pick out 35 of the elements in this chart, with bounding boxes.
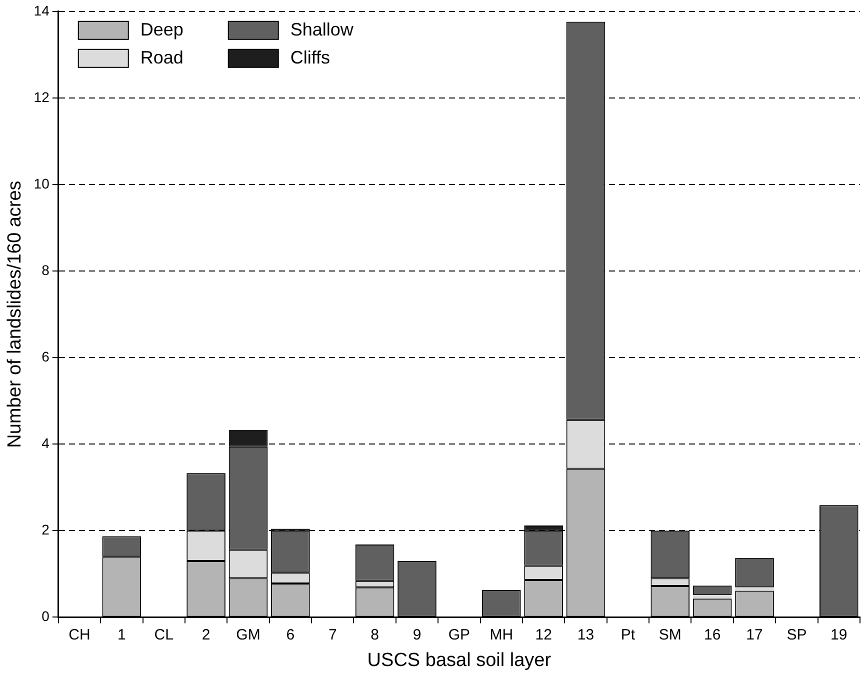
x-tick-label: 7 (328, 626, 337, 644)
x-tick-label: SM (658, 626, 682, 644)
y-axis-title: Number of landslides/160 acres (4, 180, 26, 448)
x-tick-label: 1 (117, 626, 126, 644)
x-tick-label: MH (490, 626, 514, 644)
x-tick-label: CL (154, 626, 174, 644)
legend-label: Shallow (290, 19, 354, 40)
y-tick-label: 6 (42, 348, 50, 364)
y-tick-label: 8 (42, 262, 50, 278)
y-tick-label: 4 (42, 434, 50, 451)
x-tick-label: 8 (370, 626, 379, 644)
x-tick-label: GP (448, 626, 470, 644)
x-tick-label: 13 (577, 626, 594, 644)
x-tick-label: SP (786, 626, 807, 644)
legend-label: Deep (140, 19, 184, 40)
x-tick-label: 16 (704, 626, 721, 644)
y-tick-label: 2 (42, 522, 50, 538)
x-tick-label: Pt (620, 626, 636, 644)
x-tick-label: 2 (202, 626, 210, 644)
x-tick-label: 9 (412, 626, 422, 644)
x-axis-title: USCS basal soil layer (367, 650, 552, 671)
y-tick-label: 10 (34, 175, 50, 192)
legend-label: Road (140, 47, 184, 68)
x-tick-label: 19 (830, 626, 848, 644)
y-tick-label: 12 (34, 88, 50, 105)
legend-label: Cliffs (290, 47, 330, 68)
bar (692, 595, 732, 599)
bar (735, 587, 774, 591)
y-tick-label: 14 (34, 2, 50, 18)
x-tick-label: 12 (535, 626, 552, 644)
x-tick-label: 6 (286, 626, 295, 644)
x-tick-label: CH (68, 626, 90, 644)
x-tick-label: GM (236, 626, 260, 644)
y-tick-label: 0 (42, 608, 50, 624)
x-tick-label: 17 (746, 626, 763, 644)
